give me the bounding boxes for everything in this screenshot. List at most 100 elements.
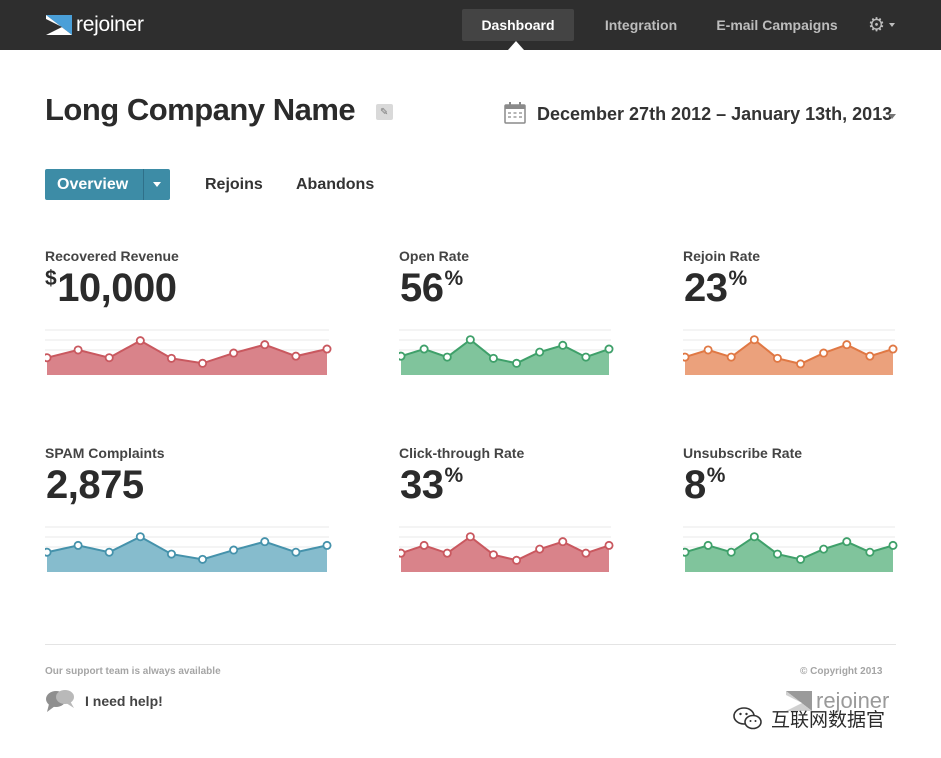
sparkline-point [135,336,145,346]
tab-abandons[interactable]: Abandons [296,176,375,193]
gear-icon[interactable]: ⚙ [868,15,886,36]
sparkline-area [685,339,893,375]
sparkline-point [166,353,176,363]
sparkline-point [419,344,429,354]
sparkline-point [135,532,145,542]
sparkline-point [198,358,208,368]
metric-card: SPAM Complaints 2,875 [45,445,335,585]
sparkline-point [45,547,52,557]
brand-logo[interactable]: rejoiner [46,13,144,37]
sparkline-point [399,548,406,558]
metric-label: Recovered Revenue [45,248,179,264]
metric-label: Click-through Rate [399,445,525,461]
active-nav-indicator [508,41,524,50]
pencil-icon[interactable]: ✎ [376,104,393,120]
footer-logo-text: rejoiner [816,688,890,713]
metric-value: 33% [400,463,463,507]
chevron-down-icon[interactable] [889,23,895,27]
sparkline-chart [399,329,614,375]
sparkline-area [401,339,609,375]
overview-dropdown-toggle[interactable] [144,169,170,200]
sparkline-point [291,547,301,557]
footer-logo: rejoiner [785,688,889,714]
sparkline-point [558,340,568,350]
nav-email-campaigns[interactable]: E-mail Campaigns [716,17,838,33]
sparkline-point [604,540,614,550]
sparkline-line [684,338,894,365]
sparkline-point [535,544,545,554]
metric-value: 2,875 [46,463,144,507]
metric-value: 23% [684,266,747,310]
watermark-text: 互联网数据官 [771,709,886,731]
sparkline-point [749,335,759,345]
metric-card: Unsubscribe Rate 8% [683,445,941,585]
nav-integration[interactable]: Integration [604,17,678,33]
sparkline-point [442,352,452,362]
sparkline-point [399,351,406,361]
date-range-selector[interactable]: December 27th 2012 – January 13th, 2013 [537,104,893,124]
sparkline-point [749,532,759,542]
tab-overview[interactable]: Overview [45,169,170,200]
sparkline-chart [683,526,898,572]
sparkline-point [819,544,829,554]
sparkline-point [726,547,736,557]
sparkline-point [683,352,690,362]
sparkline-chart [45,329,332,375]
chevron-down-icon[interactable] [888,114,896,119]
sparkline-point [581,548,591,558]
sparkline-point [260,340,270,350]
sparkline-point [104,353,114,363]
sparkline-point [322,344,332,354]
sparkline-point [888,540,898,550]
sparkline-point [703,540,713,550]
nav-dashboard[interactable]: Dashboard [462,9,574,41]
sparkline-point [726,352,736,362]
help-link[interactable]: I need help! [45,689,163,713]
sparkline-point [73,345,83,355]
metric-card: Recovered Revenue $10,000 [45,248,335,388]
page-title: Long Company Name [45,92,356,127]
sparkline-chart [683,329,898,375]
sparkline-point [683,547,690,557]
top-nav-bar: rejoiner Dashboard Integration E-mail Ca… [0,0,941,50]
sparkline-line [46,535,328,561]
sparkline-point [260,537,270,547]
tab-overview-label: Overview [57,176,129,193]
sparkline-point [166,549,176,559]
metric-card: Rejoin Rate 23% [683,248,941,388]
sparkline-point [73,540,83,550]
sparkline-line [400,338,610,365]
sparkline-point [772,549,782,559]
sparkline-point [488,550,498,560]
metric-card: Click-through Rate 33% [399,445,689,585]
sparkline-point [796,359,806,369]
metric-label: Rejoin Rate [683,248,761,264]
wechat-icon [733,706,762,729]
sparkline-line [684,535,894,561]
chat-bubbles-icon [46,690,74,712]
sparkline-point [198,554,208,564]
logo-text: rejoiner [76,13,144,36]
sparkline-point [512,358,522,368]
metric-label: SPAM Complaints [45,445,165,461]
sparkline-area [401,536,609,572]
sparkline-point [865,547,875,557]
sparkline-point [465,532,475,542]
sparkline-chart [45,526,332,572]
metric-value: 56% [400,266,463,310]
rejoiner-logo-icon [46,15,72,35]
sparkline-point [535,347,545,357]
footer-divider [45,644,896,645]
metric-label: Unsubscribe Rate [683,445,803,461]
tab-rejoins[interactable]: Rejoins [205,176,263,193]
sparkline-point [104,547,114,557]
sparkline-point [888,344,898,354]
sparkline-point [442,548,452,558]
calendar-icon[interactable] [504,102,526,129]
sparkline-point [796,554,806,564]
sparkline-point [604,344,614,354]
sparkline-area [47,340,327,375]
sparkline-point [465,335,475,345]
sparkline-point [703,345,713,355]
sparkline-point [558,537,568,547]
